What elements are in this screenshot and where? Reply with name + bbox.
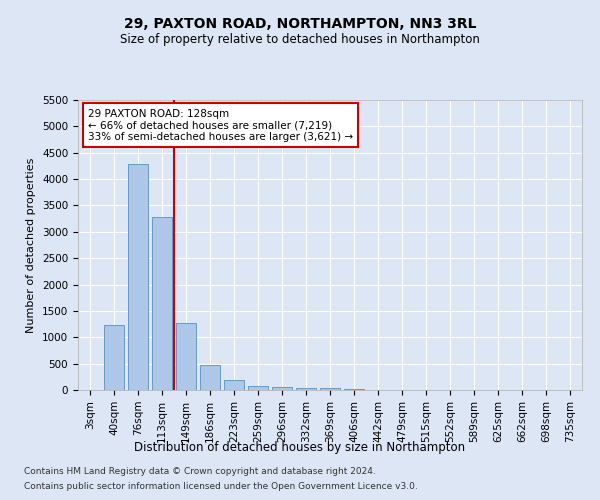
- Bar: [200, 364, 220, 390]
- Bar: [320, 388, 340, 390]
- Text: Contains HM Land Registry data © Crown copyright and database right 2024.: Contains HM Land Registry data © Crown c…: [24, 467, 376, 476]
- Bar: [224, 380, 244, 390]
- Bar: [128, 164, 148, 390]
- Bar: [176, 322, 196, 390]
- Bar: [272, 387, 292, 390]
- Bar: [152, 217, 172, 390]
- Bar: [104, 325, 124, 390]
- Text: Distribution of detached houses by size in Northampton: Distribution of detached houses by size …: [134, 441, 466, 454]
- Bar: [344, 389, 364, 390]
- Text: 29 PAXTON ROAD: 128sqm
← 66% of detached houses are smaller (7,219)
33% of semi-: 29 PAXTON ROAD: 128sqm ← 66% of detached…: [88, 108, 353, 142]
- Bar: [296, 388, 316, 390]
- Text: Contains public sector information licensed under the Open Government Licence v3: Contains public sector information licen…: [24, 482, 418, 491]
- Y-axis label: Number of detached properties: Number of detached properties: [26, 158, 37, 332]
- Text: Size of property relative to detached houses in Northampton: Size of property relative to detached ho…: [120, 32, 480, 46]
- Bar: [248, 386, 268, 390]
- Text: 29, PAXTON ROAD, NORTHAMPTON, NN3 3RL: 29, PAXTON ROAD, NORTHAMPTON, NN3 3RL: [124, 18, 476, 32]
